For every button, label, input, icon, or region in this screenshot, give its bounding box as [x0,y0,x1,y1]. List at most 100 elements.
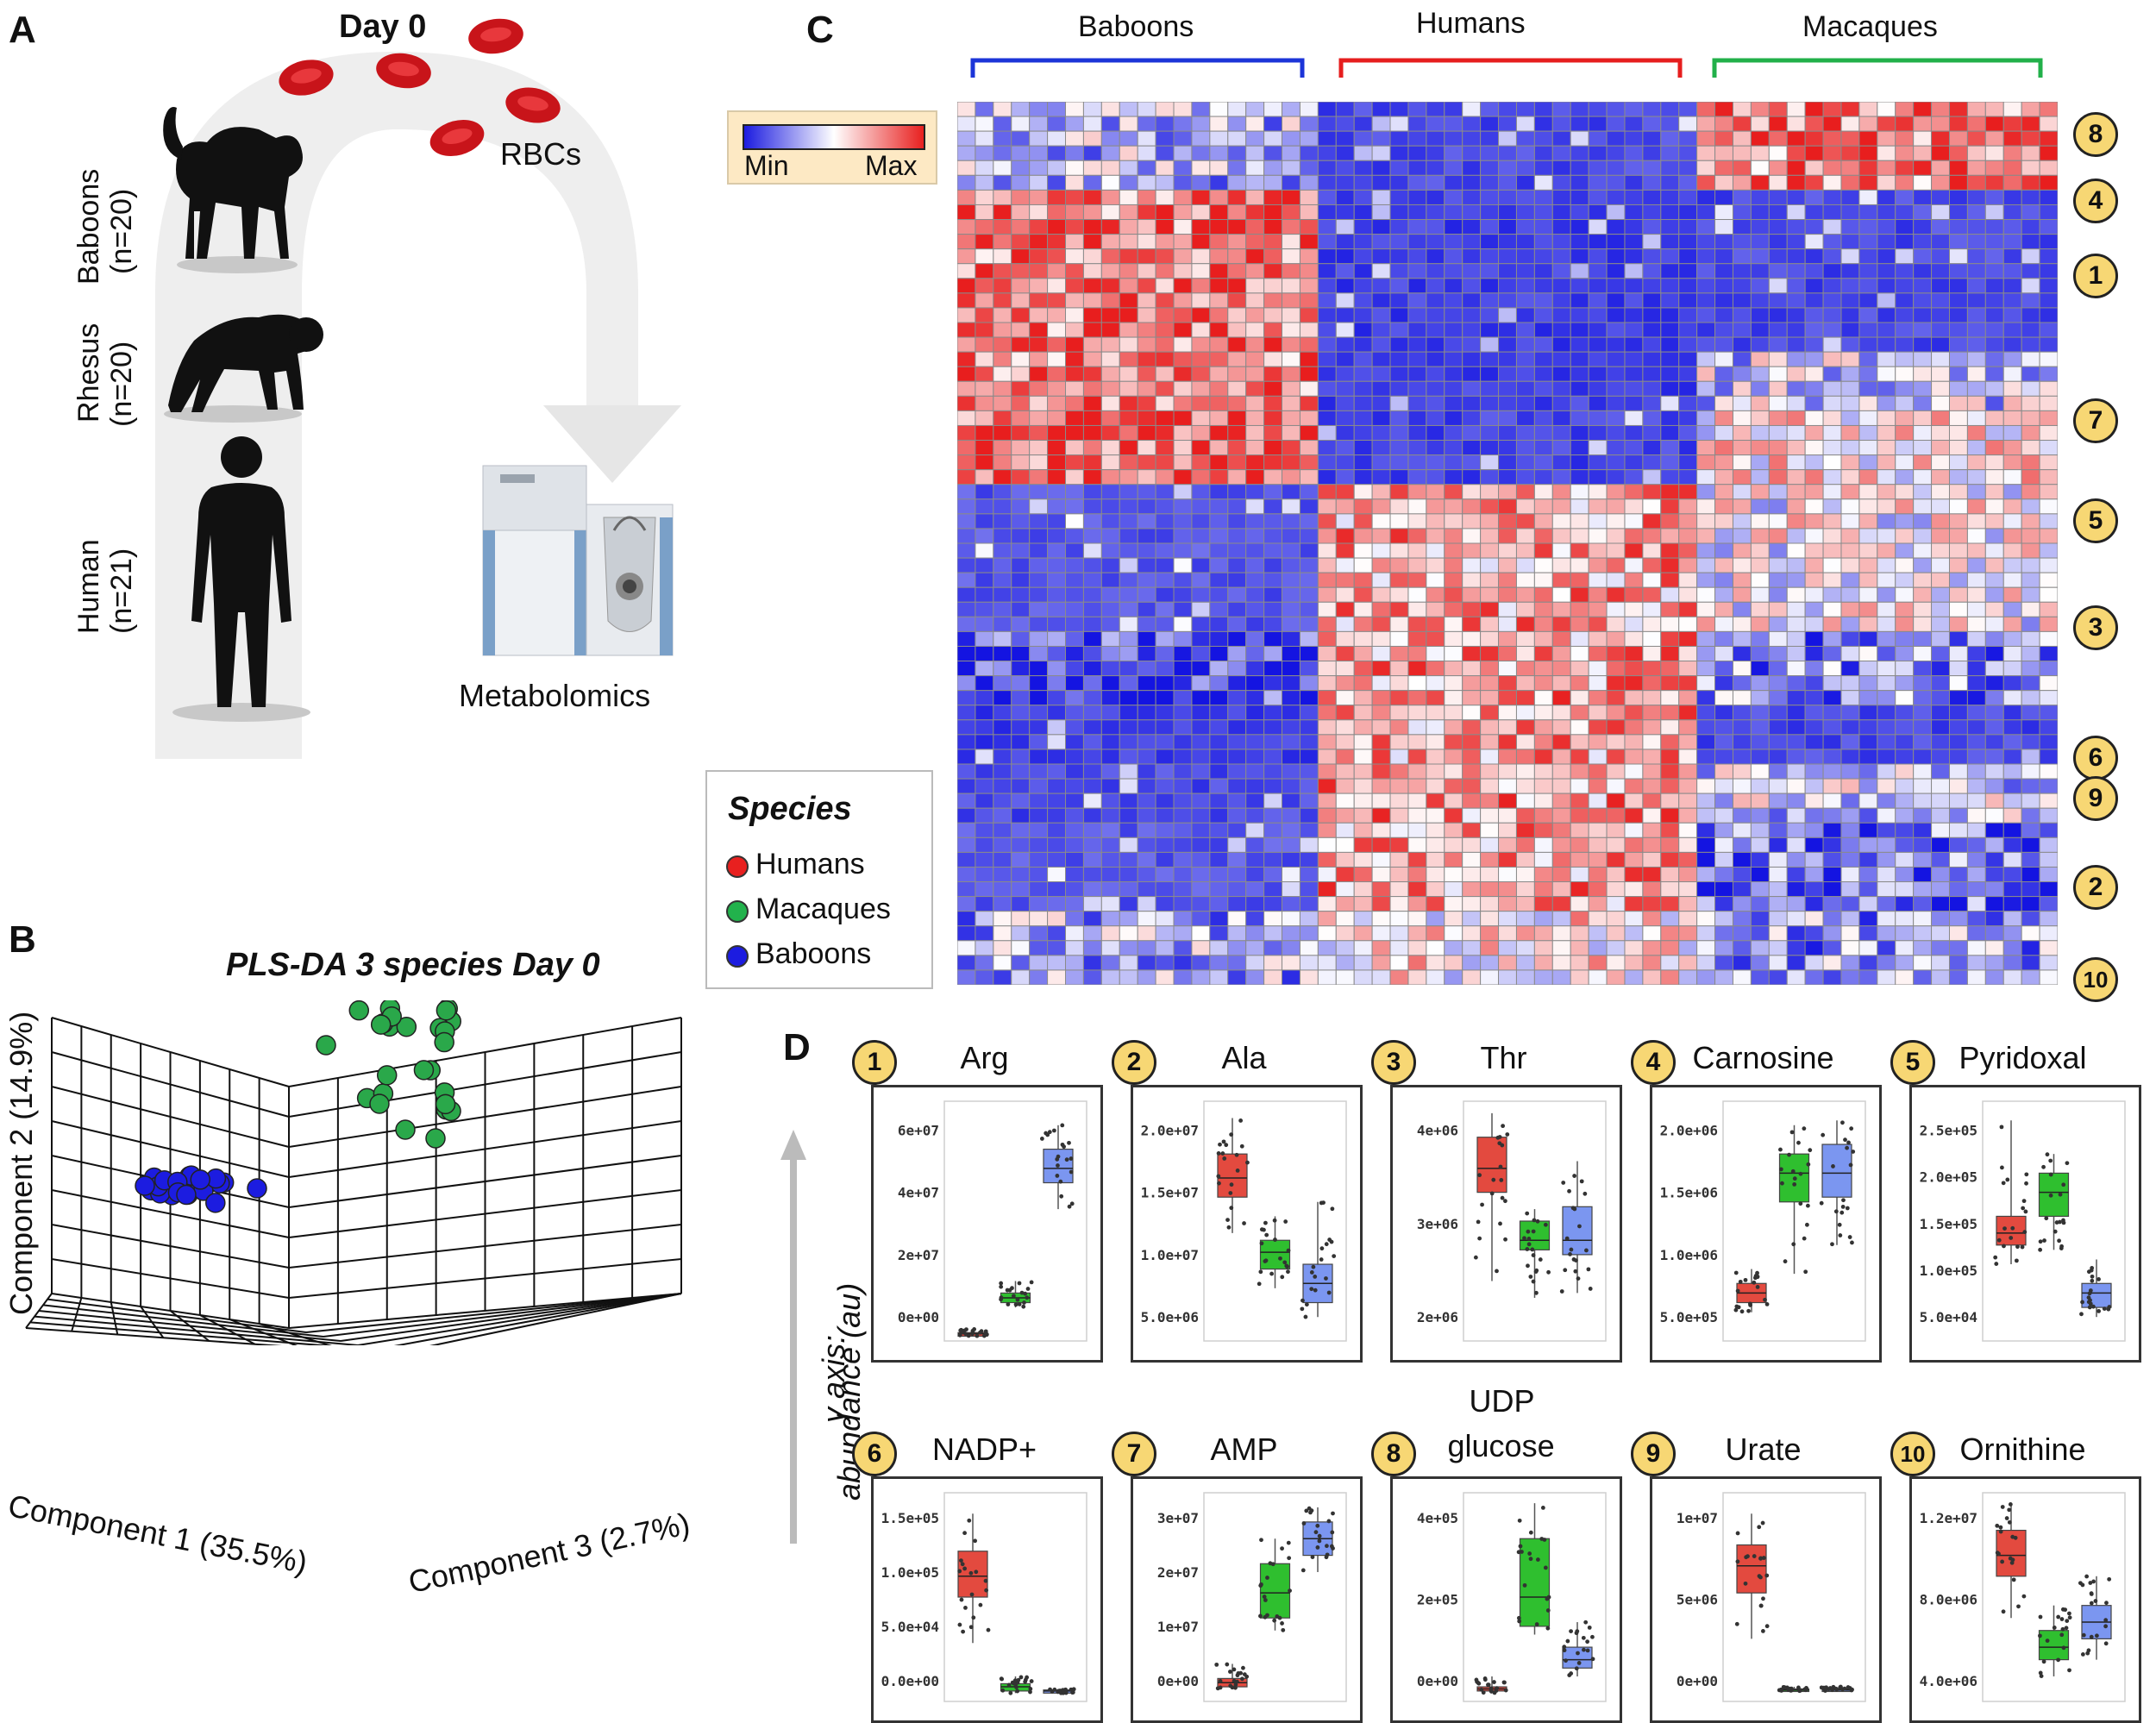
heatmap-cell [1732,102,1752,117]
heatmap-cell [957,513,976,529]
heatmap-cell [1966,719,1986,736]
heatmap-cell [1570,380,1589,397]
heatmap-cell [2002,498,2022,515]
heatmap-cell [1678,881,1698,898]
heatmap-cell [1768,881,1788,898]
heatmap-cell [1913,645,1933,662]
heatmap-cell [1155,940,1175,956]
heatmap-cell [1011,896,1031,912]
heatmap-cell [1948,705,1968,721]
heatmap-cell [1768,749,1788,765]
heatmap-cell [1480,484,1500,500]
heatmap-cell [1173,705,1193,721]
heatmap-cell [1426,734,1445,750]
heatmap-cell [1840,307,1860,323]
heatmap-cell [2021,380,2040,397]
heatmap-cell [1047,174,1067,191]
heatmap-cell [1948,616,1968,632]
heatmap-cell [1011,102,1031,117]
heatmap-cell [2002,307,2022,323]
heatmap-cell [975,307,994,323]
heatmap-cell [1173,102,1193,117]
heatmap-cell [1948,763,1968,780]
heatmap-cell [1822,822,1842,838]
heatmap-cell [1029,955,1049,971]
heatmap-cell [957,307,976,323]
heatmap-cell [1551,469,1571,486]
heatmap-cell [1191,174,1211,191]
heatmap-cell [1353,836,1373,853]
heatmap-cell [1426,601,1445,617]
heatmap-cell [1371,204,1391,221]
heatmap-cell [1551,866,1571,883]
heatmap-cell [1642,410,1662,426]
boxplot-point [1758,1556,1763,1561]
heatmap-cell [1371,601,1391,617]
heatmap-cell [1533,116,1553,132]
heatmap-cell [1551,160,1571,176]
heatmap-cell [1119,557,1138,573]
heatmap-cell [1426,528,1445,544]
heatmap-cell [1642,204,1662,221]
heatmap-cell [1299,586,1319,603]
boxplot-point [2081,1632,2086,1638]
heatmap-cell [1732,572,1752,588]
heatmap-cell [1840,881,1860,898]
heatmap-cell [1660,336,1680,353]
heatmap-cell [1624,866,1644,883]
heatmap-cell [1498,661,1517,677]
heatmap-cell [1371,322,1391,338]
heatmap-cell [1533,528,1553,544]
heatmap-cell [993,174,1012,191]
heatmap-cell [1209,322,1229,338]
heatmap-cell [1624,189,1644,205]
heatmap-cell [1931,204,1950,221]
heatmap-cell [1551,557,1571,573]
heatmap-cell [1750,380,1770,397]
heatmap-cell [1011,234,1031,250]
heatmap-cell [1786,881,1806,898]
heatmap-cell [1191,204,1211,221]
heatmap-cell [1245,911,1265,927]
heatmap-cell [1732,322,1752,338]
heatmap-cell [1588,366,1608,382]
heatmap-cell [1588,528,1608,544]
boxplot-point [1848,1162,1853,1168]
heatmap-cell [1065,940,1084,956]
heatmap-cell [1498,336,1517,353]
heatmap-cell [1786,292,1806,309]
heatmap-cell [1533,102,1553,117]
heatmap-cell [1732,645,1752,662]
heatmap-cell [1191,675,1211,692]
heatmap-cell [1714,616,1733,632]
heatmap-cell [1895,351,1915,367]
heatmap-cell [1931,307,1950,323]
heatmap-cell [1389,248,1409,265]
heatmap-cell [1822,130,1842,147]
heatmap-cell [1227,160,1247,176]
boxplot-point [1218,1679,1223,1683]
heatmap-cell [1389,705,1409,721]
heatmap-cell [1660,719,1680,736]
heatmap-cell [2002,219,2022,235]
heatmap-cell [1931,690,1950,706]
heatmap-cell [1407,822,1427,838]
heatmap-cell [1137,234,1156,250]
heatmap-cell [1533,307,1553,323]
heatmap-cell [1931,616,1950,632]
heatmap-cell [1082,174,1102,191]
heatmap-cell [1588,454,1608,471]
heatmap-cell [1515,440,1535,456]
heatmap-cell [1029,645,1049,662]
boxplot-point [1245,1160,1250,1165]
heatmap-cell [1606,484,1626,500]
boxplot-title: Thr [1480,1040,1527,1075]
heatmap-cell [1966,705,1986,721]
boxplot-point [963,1605,968,1610]
heatmap-cell [1173,322,1193,338]
heatmap-cell [1389,307,1409,323]
heatmap-cell [1173,116,1193,132]
boxplot-point [967,1518,972,1523]
heatmap-cell [1082,263,1102,279]
heatmap-cell [1173,395,1193,411]
